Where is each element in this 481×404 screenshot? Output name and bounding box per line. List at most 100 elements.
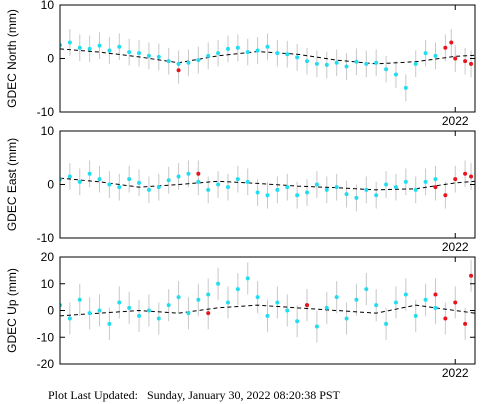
data-point <box>364 61 369 66</box>
data-point <box>305 190 310 195</box>
data-point <box>117 44 122 49</box>
data-point <box>423 179 428 184</box>
data-point <box>255 295 260 300</box>
data-point <box>107 48 112 53</box>
data-point <box>176 174 181 179</box>
panel: -20 -10 0 10 20 2022 GDEC Up (mm) <box>5 250 476 380</box>
data-point <box>469 273 474 278</box>
data-point <box>314 324 319 329</box>
model-line <box>60 177 475 191</box>
data-point <box>186 171 191 176</box>
data-point <box>469 174 474 179</box>
data-point <box>295 319 300 324</box>
data-point <box>117 185 122 190</box>
data-point <box>196 58 201 63</box>
data-point <box>245 50 250 55</box>
y-axis-label: GDEC Up (mm) <box>5 268 19 353</box>
data-point <box>314 61 319 66</box>
data-point <box>255 48 260 53</box>
data-point <box>77 45 82 50</box>
data-point <box>334 185 339 190</box>
data-point <box>433 177 438 182</box>
data-point <box>305 59 310 64</box>
data-point <box>453 300 458 305</box>
plot-area <box>60 259 475 343</box>
data-point <box>344 192 349 197</box>
data-point <box>453 56 458 61</box>
data-point <box>265 193 270 198</box>
data-point <box>433 305 438 310</box>
data-point <box>107 321 112 326</box>
data-point <box>413 61 418 66</box>
data-point <box>137 313 142 318</box>
data-point <box>364 287 369 292</box>
data-point <box>275 51 280 56</box>
data-point <box>107 182 112 187</box>
data-point <box>186 311 191 316</box>
data-point <box>285 185 290 190</box>
data-point <box>364 187 369 192</box>
data-point <box>449 40 454 45</box>
y-tick-label: -10 <box>37 105 55 119</box>
data-point <box>166 303 171 308</box>
data-point <box>137 51 142 56</box>
data-point <box>334 295 339 300</box>
data-point <box>393 185 398 190</box>
data-point <box>137 180 142 185</box>
x-tick-label: 2022 <box>442 366 469 380</box>
panel: -10 0 10 2022 GDEC North (mm) <box>5 0 476 128</box>
data-point <box>384 182 389 187</box>
data-point <box>146 53 151 58</box>
y-axis-label: GDEC North (mm) <box>5 9 19 108</box>
data-point <box>216 51 221 56</box>
data-point <box>433 185 438 190</box>
data-point <box>354 297 359 302</box>
data-point <box>344 64 349 69</box>
data-point <box>255 190 260 195</box>
data-point <box>117 300 122 305</box>
data-point <box>403 85 408 90</box>
data-point <box>324 62 329 67</box>
data-point <box>186 60 191 65</box>
data-point <box>443 316 448 321</box>
data-point <box>305 303 310 308</box>
data-point <box>374 193 379 198</box>
data-point <box>384 321 389 326</box>
data-point <box>196 171 201 176</box>
data-point <box>463 321 468 326</box>
y-tick-label: 20 <box>41 250 55 264</box>
data-point <box>225 46 230 51</box>
data-point <box>443 193 448 198</box>
data-point <box>403 292 408 297</box>
data-point <box>235 287 240 292</box>
data-point <box>97 43 102 48</box>
x-tick-label: 2022 <box>442 114 469 128</box>
x-tick-label: 2022 <box>442 240 469 254</box>
data-point <box>87 311 92 316</box>
data-point <box>196 297 201 302</box>
y-tick-label: -20 <box>37 357 55 371</box>
data-point <box>245 179 250 184</box>
data-point <box>413 313 418 318</box>
data-point <box>324 305 329 310</box>
data-point <box>87 46 92 51</box>
data-point <box>176 295 181 300</box>
data-point <box>374 303 379 308</box>
data-point <box>67 316 72 321</box>
y-tick-label: 0 <box>47 178 54 192</box>
data-point <box>374 60 379 65</box>
data-point <box>97 177 102 182</box>
y-tick-label: 10 <box>41 124 55 138</box>
y-tick-label: 10 <box>41 277 55 291</box>
data-point <box>354 195 359 200</box>
data-point <box>67 40 72 45</box>
footer: Plot Last Updated: Sunday, January 30, 2… <box>48 388 341 402</box>
data-point <box>344 316 349 321</box>
data-point <box>127 177 132 182</box>
data-point <box>206 187 211 192</box>
data-point <box>77 179 82 184</box>
data-point <box>384 67 389 72</box>
data-point <box>77 297 82 302</box>
data-point <box>176 61 181 66</box>
data-point <box>393 72 398 77</box>
